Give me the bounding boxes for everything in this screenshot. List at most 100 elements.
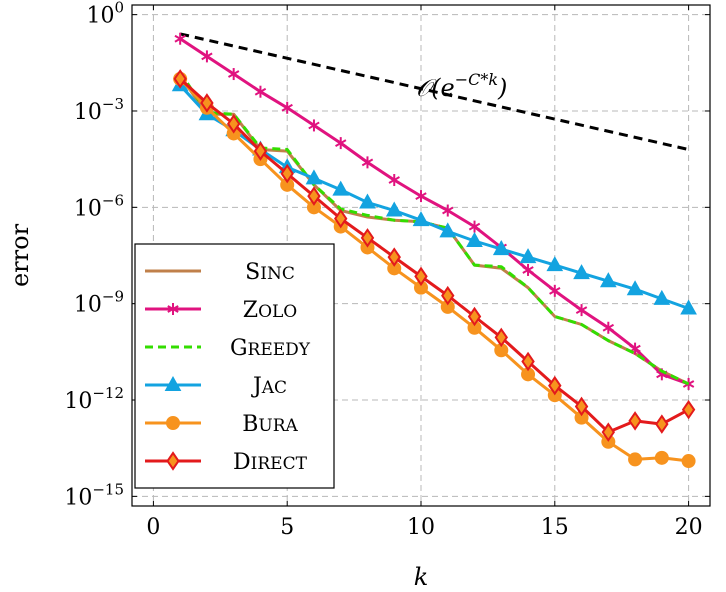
data-point-direct bbox=[628, 411, 642, 431]
data-point-direct bbox=[574, 396, 589, 417]
legend-label-bura: BURA bbox=[242, 412, 298, 437]
data-point-zolo bbox=[361, 156, 374, 169]
data-point-direct bbox=[226, 114, 241, 134]
data-point-jac bbox=[466, 232, 483, 248]
series-zolo bbox=[174, 32, 695, 390]
data-point-direct bbox=[334, 208, 348, 229]
legend-marker-jac bbox=[164, 375, 182, 391]
data-point-jac bbox=[599, 272, 617, 288]
data-point-direct bbox=[253, 141, 268, 161]
star-marker-stroke bbox=[575, 306, 588, 314]
data-point-zolo bbox=[415, 190, 427, 203]
data-point-zolo bbox=[442, 204, 454, 217]
reference-line-group: 𝒪(e−C*k) bbox=[179, 32, 689, 151]
data-point-zolo bbox=[335, 137, 347, 150]
legend: SINC ZOLO GREEDY JAC BURA DIRECT bbox=[134, 243, 335, 489]
reference-line-label: 𝒪(e−C*k) bbox=[416, 70, 507, 102]
data-point-direct bbox=[173, 69, 187, 89]
data-point-jac bbox=[359, 193, 376, 209]
legend-marker-bura bbox=[166, 416, 180, 430]
data-point-direct bbox=[467, 306, 482, 327]
star-marker-stroke bbox=[227, 70, 240, 78]
legend-label-greedy: GREEDY bbox=[230, 336, 311, 361]
legend-label-zolo: ZOLO bbox=[243, 298, 297, 323]
data-point-jac bbox=[680, 299, 697, 315]
data-point-jac bbox=[546, 256, 564, 272]
legend-entry-sinc: SINC bbox=[145, 260, 295, 285]
legend-label-direct: DIRECT bbox=[233, 450, 308, 475]
data-point-direct bbox=[387, 247, 401, 267]
legend-entry-bura: BURA bbox=[145, 412, 299, 437]
data-point-jac bbox=[305, 169, 323, 185]
data-point-zolo bbox=[388, 174, 400, 187]
legend-label-jac: JAC bbox=[251, 374, 287, 399]
star-marker-stroke bbox=[656, 370, 668, 379]
legend-entry-jac: JAC bbox=[145, 374, 287, 399]
y-tick-label: 10−15 bbox=[64, 480, 124, 510]
data-point-jac bbox=[519, 248, 537, 264]
legend-entry-zolo: ZOLO bbox=[145, 298, 297, 323]
star-marker-stroke bbox=[629, 344, 641, 353]
star-marker-stroke bbox=[254, 87, 267, 96]
data-point-jac bbox=[626, 280, 644, 296]
data-point-zolo bbox=[281, 101, 293, 114]
data-point-zolo bbox=[468, 220, 481, 233]
legend-label-sinc: SINC bbox=[245, 260, 295, 285]
data-point-zolo bbox=[549, 284, 561, 297]
legend-entry-greedy: GREEDY bbox=[145, 336, 311, 361]
data-point-direct bbox=[307, 186, 321, 206]
data-point-zolo bbox=[575, 304, 588, 317]
data-point-direct bbox=[280, 163, 294, 184]
data-point-jac bbox=[492, 240, 510, 256]
data-point-jac bbox=[412, 211, 430, 227]
data-point-direct bbox=[441, 285, 455, 306]
data-point-jac bbox=[439, 222, 457, 238]
data-point-bura bbox=[654, 450, 669, 465]
star-marker-stroke bbox=[442, 206, 454, 215]
y-tick-label: 10−12 bbox=[64, 384, 124, 414]
x-tick-label: 10 bbox=[407, 515, 435, 540]
data-point-zolo bbox=[254, 85, 267, 98]
data-point-direct bbox=[601, 422, 616, 442]
data-point-zolo bbox=[602, 321, 615, 334]
data-point-direct bbox=[494, 327, 508, 348]
data-point-jac bbox=[573, 264, 590, 280]
x-tick-label: 15 bbox=[541, 515, 569, 540]
data-point-direct bbox=[655, 414, 669, 434]
legend-marker-direct bbox=[166, 451, 180, 471]
star-marker-stroke bbox=[335, 139, 347, 147]
series-line-direct bbox=[179, 77, 690, 434]
star-marker-stroke bbox=[415, 192, 427, 200]
data-point-jac bbox=[653, 289, 671, 305]
data-point-zolo bbox=[174, 32, 186, 45]
data-point-direct bbox=[414, 266, 428, 287]
series-group bbox=[171, 32, 697, 469]
data-point-zolo bbox=[201, 50, 213, 63]
data-point-direct bbox=[548, 375, 562, 396]
reference-line bbox=[179, 32, 689, 151]
data-point-jac bbox=[385, 201, 403, 217]
star-marker-stroke bbox=[201, 52, 213, 61]
legend-entry-direct: DIRECT bbox=[145, 450, 308, 475]
star-marker-stroke bbox=[522, 266, 534, 274]
y-tick-label: 10−3 bbox=[74, 95, 124, 125]
star-marker-stroke bbox=[308, 121, 320, 130]
star-marker-stroke bbox=[174, 34, 186, 43]
data-point-zolo bbox=[522, 263, 534, 276]
star-marker-stroke bbox=[388, 176, 400, 184]
axis-ticks: 0 5 10 15 20 100 10−3 10−6 10−9 10−12 10−15 bbox=[64, 0, 710, 540]
x-axis-label: k bbox=[414, 563, 429, 591]
y-tick-label: 10−6 bbox=[74, 191, 124, 221]
star-marker-stroke bbox=[167, 305, 179, 313]
x-tick-label: 5 bbox=[280, 515, 294, 540]
y-tick-label: 10−9 bbox=[74, 288, 124, 318]
y-axis-label: error bbox=[6, 223, 34, 287]
x-tick-label: 20 bbox=[675, 515, 703, 540]
star-marker-stroke bbox=[549, 286, 561, 295]
x-tick-label: 0 bbox=[146, 515, 160, 540]
data-point-direct bbox=[521, 351, 535, 372]
data-point-jac bbox=[332, 180, 350, 196]
star-marker-stroke bbox=[361, 158, 374, 167]
data-point-bura bbox=[681, 454, 696, 469]
